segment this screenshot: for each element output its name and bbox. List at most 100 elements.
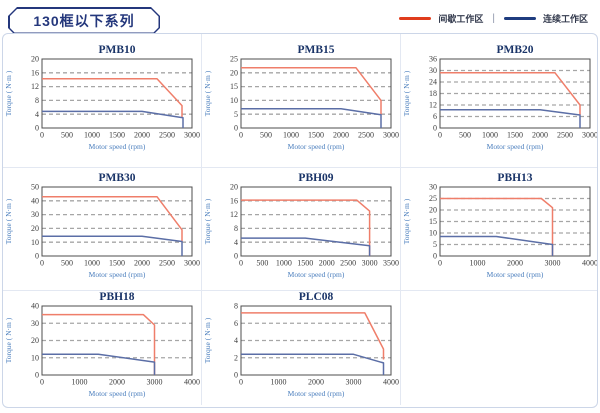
x-tick-label: 2500	[159, 259, 175, 268]
y-tick-label: 0	[35, 371, 39, 380]
series-intermittent	[42, 313, 156, 375]
y-tick-label: 8	[234, 224, 238, 233]
x-axis-label: Motor speed (rpm)	[487, 142, 544, 151]
chart-svg: PMB10 0 4 8 12 16 20 0 500 1000 1500 2000 2500 3000 Mo…	[4, 44, 200, 151]
x-tick-label: 0	[438, 130, 442, 139]
x-axis-label: Motor speed (rpm)	[487, 270, 544, 279]
y-axis-label: Torque ( N·m )	[402, 70, 411, 116]
y-tick-label: 30	[429, 66, 437, 75]
x-tick-label: 2500	[340, 259, 356, 268]
empty-cell	[401, 291, 597, 405]
x-tick-label: 500	[61, 259, 73, 268]
y-axis-label: Torque ( N·m )	[4, 70, 13, 116]
y-tick-label: 15	[429, 217, 437, 226]
x-tick-label: 3000	[383, 130, 399, 139]
y-tick-label: 2	[234, 353, 238, 362]
x-tick-label: 1000	[283, 130, 299, 139]
y-tick-label: 20	[31, 224, 39, 233]
x-tick-label: 500	[256, 259, 268, 268]
y-axis-label: Torque ( N·m )	[4, 317, 13, 363]
y-tick-label: 40	[31, 196, 39, 205]
x-tick-label: 0	[40, 130, 44, 139]
plot-border	[240, 58, 392, 128]
series-intermittent	[42, 77, 183, 118]
series-intermittent	[440, 197, 554, 256]
y-tick-label: 6	[234, 319, 238, 328]
x-tick-label: 0	[239, 259, 243, 268]
chart-title: PMB30	[98, 172, 135, 184]
legend-label-continuous: 连续工作区	[542, 14, 588, 24]
chart-svg: PLC08 0 2 4 6 8 0 1000 2000 3000 4000 Motor speed (…	[203, 291, 399, 398]
chart-title: PBH18	[99, 291, 134, 303]
continuous-line-swatch-icon	[503, 17, 536, 20]
x-tick-label: 1500	[507, 130, 523, 139]
y-tick-label: 12	[429, 100, 437, 109]
series-continuous	[42, 353, 156, 375]
series-continuous	[241, 237, 371, 256]
y-tick-label: 8	[35, 96, 39, 105]
y-tick-label: 0	[234, 252, 238, 261]
x-tick-label: 2000	[319, 259, 335, 268]
series-continuous	[42, 235, 183, 256]
legend-label-intermittent: 间歇工作区	[438, 14, 484, 24]
y-tick-label: 5	[433, 240, 437, 249]
chart-card-pmb15: PMB15 0 5 10 15 20 25 0 500 1000 1500 2000 2500 3000 M…	[202, 34, 401, 168]
x-tick-label: 3000	[346, 378, 362, 387]
series-header-tag-inner: 130框以下系列	[10, 9, 159, 33]
x-axis-label: Motor speed (rpm)	[288, 389, 345, 398]
y-tick-label: 0	[35, 123, 39, 132]
plot-border	[41, 305, 193, 376]
x-tick-label: 3000	[362, 259, 378, 268]
charts-panel: PMB10 0 4 8 12 16 20 0 500 1000 1500 2000 2500 3000 Mo…	[2, 33, 598, 408]
x-tick-label: 1500	[109, 259, 125, 268]
x-tick-label: 1000	[271, 378, 287, 387]
x-tick-label: 3000	[147, 378, 163, 387]
y-tick-label: 10	[230, 96, 238, 105]
y-tick-label: 25	[230, 54, 238, 63]
x-tick-label: 0	[239, 130, 243, 139]
x-axis-label: Motor speed (rpm)	[89, 389, 146, 398]
x-axis-label: Motor speed (rpm)	[288, 270, 345, 279]
y-axis-label: Torque ( N·m )	[203, 198, 212, 244]
x-axis-label: Motor speed (rpm)	[288, 142, 345, 151]
y-tick-label: 0	[234, 371, 238, 380]
y-tick-label: 50	[31, 183, 39, 192]
x-tick-label: 2000	[532, 130, 548, 139]
chart-card-pbh09: PBH09 0 4 8 12 16 20 0 500 1000 1500 2000 2500 3000 35…	[202, 168, 401, 291]
chart-svg: PBH13 0 5 10 15 20 25 30 0 1000 2000 3000 4000 Motor …	[402, 172, 597, 279]
x-tick-label: 2500	[358, 130, 374, 139]
x-tick-label: 2000	[333, 130, 349, 139]
series-continuous	[42, 110, 184, 128]
charts-grid: PMB10 0 4 8 12 16 20 0 500 1000 1500 2000 2500 3000 Mo…	[3, 34, 597, 407]
x-tick-label: 500	[459, 130, 471, 139]
chart-title: PLC08	[299, 291, 334, 303]
chart-title: PMB10	[98, 44, 135, 56]
chart-title: PMB20	[496, 44, 533, 56]
x-tick-label: 1000	[84, 259, 100, 268]
y-tick-label: 12	[31, 82, 39, 91]
page-title: 130框以下系列	[33, 12, 135, 29]
y-tick-label: 8	[234, 302, 238, 311]
x-tick-label: 500	[260, 130, 272, 139]
series-continuous	[241, 107, 382, 128]
y-tick-label: 4	[35, 109, 39, 118]
x-tick-label: 1000	[276, 259, 292, 268]
x-tick-label: 3000	[184, 130, 200, 139]
chart-svg: PBH18 0 10 20 30 40 0 1000 2000 3000 4000 Motor spe…	[4, 291, 200, 398]
chart-svg: PMB15 0 5 10 15 20 25 0 500 1000 1500 2000 2500 3000 M…	[203, 44, 399, 151]
y-tick-label: 16	[31, 68, 39, 77]
y-tick-label: 4	[234, 336, 238, 345]
legend: 间歇工作区 | 连续工作区	[399, 12, 588, 25]
y-axis-label: Torque ( N·m )	[4, 198, 13, 244]
y-tick-label: 30	[31, 319, 39, 328]
series-header-tag: 130框以下系列	[8, 7, 160, 34]
y-tick-label: 40	[31, 302, 39, 311]
chart-svg: PBH09 0 4 8 12 16 20 0 500 1000 1500 2000 2500 3000 35…	[203, 172, 399, 279]
y-tick-label: 30	[429, 183, 437, 192]
y-tick-label: 4	[234, 238, 238, 247]
y-tick-label: 16	[230, 196, 238, 205]
x-tick-label: 1500	[308, 130, 324, 139]
